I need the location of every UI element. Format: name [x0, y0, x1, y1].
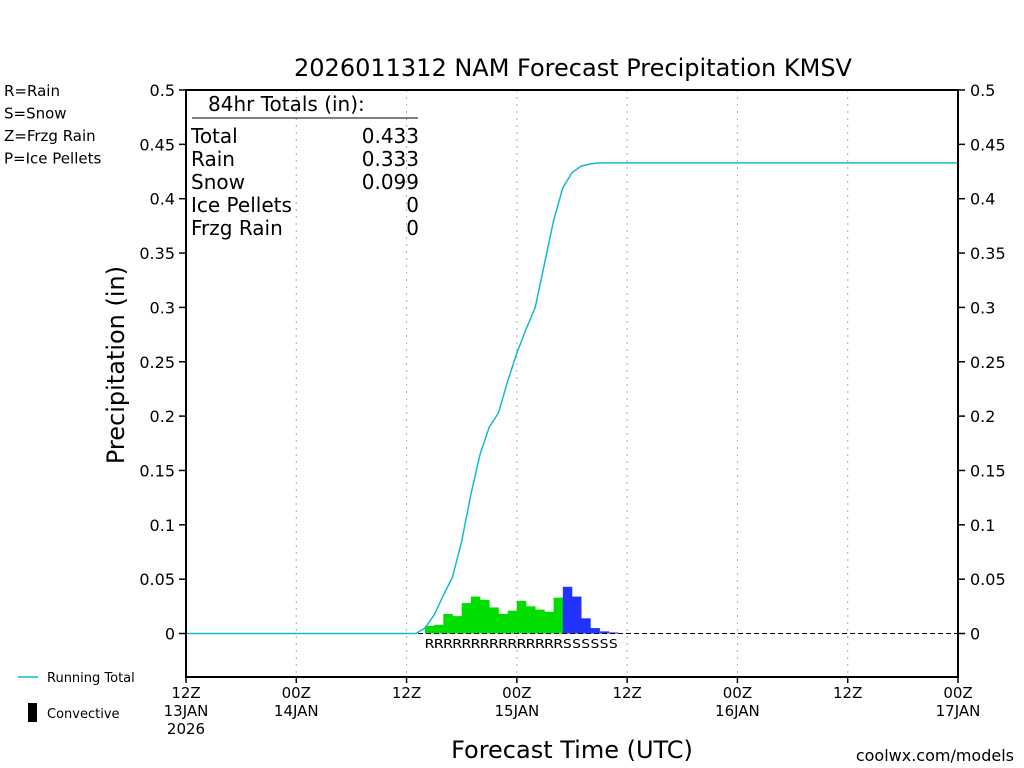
y-axis-ticks: 0 00.05 0.050.1 0.10.15 0.150.2 0.20.25 0.250.… [139, 81, 1005, 644]
totals-box: 84hr Totals (in): Total 0.433 Rain 0.333 Sno… [190, 92, 419, 240]
snow-type-codes: SSSSSS [563, 637, 618, 651]
totals-header: 84hr Totals (in): [208, 92, 365, 116]
precip-bars [424, 586, 619, 634]
totals-value: 0.433 [362, 124, 419, 148]
x-tick-label: 13JAN [164, 702, 209, 720]
x-tick-label: 12Z [171, 684, 200, 702]
totals-value: 0 [406, 193, 419, 217]
y-tick-label-right: 0.05 [970, 570, 1006, 589]
y-tick-label-right: 0.15 [970, 461, 1006, 480]
x-tick-label: 17JAN [936, 702, 981, 720]
totals-label: Frzg Rain [191, 216, 283, 240]
precip-bar-1 [434, 624, 444, 634]
y-tick-label-left: 0.45 [139, 135, 175, 154]
precip-bar-6 [480, 599, 490, 634]
precip-bar-17 [581, 618, 591, 634]
totals-label: Ice Pellets [191, 193, 292, 217]
x-tick-label: 14JAN [274, 702, 319, 720]
precip-bar-20 [608, 632, 619, 634]
y-tick-label-left: 0.5 [150, 81, 175, 100]
type-legend-item: S=Snow [4, 105, 67, 123]
precip-bar-7 [489, 607, 499, 634]
totals-value: 0 [406, 216, 419, 240]
precip-bar-16 [572, 596, 582, 634]
convective-legend-label: Convective [47, 707, 120, 722]
precip-bar-19 [599, 631, 610, 634]
line-legend: Running Total Convective [18, 671, 135, 722]
precip-bar-14 [553, 597, 564, 634]
precip-bar-18 [590, 628, 600, 634]
precip-bar-11 [526, 606, 536, 634]
totals-label: Rain [191, 147, 235, 171]
running-total-legend-label: Running Total [47, 671, 135, 686]
precip-bar-5 [470, 596, 481, 634]
precip-bar-9 [507, 610, 518, 634]
precip-bar-13 [544, 611, 554, 634]
y-tick-label-left: 0.3 [150, 298, 175, 317]
totals-value: 0.099 [362, 170, 419, 194]
x-tick-label: 00Z [723, 684, 752, 702]
precip-bar-8 [498, 613, 508, 634]
x-tick-label: 15JAN [494, 702, 539, 720]
running-total-line [186, 162, 958, 635]
y-tick-label-right: 0.3 [970, 298, 995, 317]
precip-bar-2 [443, 613, 453, 634]
y-tick-label-right: 0 [970, 625, 980, 644]
type-legend-item: P=Ice Pellets [4, 150, 101, 168]
x-axis-label: Forecast Time (UTC) [451, 736, 693, 764]
y-tick-label-right: 0.35 [970, 244, 1006, 263]
y-tick-label-right: 0.45 [970, 135, 1006, 154]
totals-label: Total [190, 124, 238, 148]
y-tick-label-left: 0.2 [150, 407, 175, 426]
y-tick-label-left: 0.35 [139, 244, 175, 263]
y-tick-label-left: 0.25 [139, 353, 175, 372]
y-tick-label-left: 0.05 [139, 570, 175, 589]
y-tick-label-right: 0.5 [970, 81, 995, 100]
y-tick-label-left: 0.1 [150, 516, 175, 535]
y-tick-label-left: 0 [165, 625, 175, 644]
precip-bar-12 [535, 609, 545, 634]
y-tick-label-right: 0.1 [970, 516, 995, 535]
x-tick-label: 00Z [502, 684, 531, 702]
precip-bar-0 [424, 625, 435, 634]
precip-type-legend: R=Rain S=Snow Z=Frzg Rain P=Ice Pellets [4, 82, 101, 168]
precip-bar-10 [516, 600, 527, 634]
x-tick-label: 16JAN [715, 702, 760, 720]
y-tick-label-right: 0.25 [970, 353, 1006, 372]
y-tick-label-left: 0.4 [150, 190, 175, 209]
precip-bar-15 [562, 586, 573, 634]
totals-label: Snow [191, 170, 245, 194]
x-tick-label: 12Z [392, 684, 421, 702]
totals-value: 0.333 [362, 147, 419, 171]
precip-bar-3 [452, 616, 463, 634]
type-legend-item: R=Rain [4, 82, 60, 100]
precip-bar-4 [461, 603, 472, 634]
y-axis-label: Precipitation (in) [102, 266, 130, 464]
x-tick-label: 00Z [282, 684, 311, 702]
chart-title: 2026011312 NAM Forecast Precipitation KM… [294, 54, 853, 82]
x-tick-label: 00Z [943, 684, 972, 702]
y-tick-label-right: 0.4 [970, 190, 995, 209]
y-tick-label-right: 0.2 [970, 407, 995, 426]
rain-type-codes: RRRRRRRRRRRRRRR [425, 637, 564, 651]
type-legend-item: Z=Frzg Rain [4, 127, 96, 145]
plot-frame [185, 89, 959, 678]
convective-legend-swatch [28, 703, 37, 722]
y-tick-label-left: 0.15 [139, 461, 175, 480]
x-tick-label: 12Z [612, 684, 641, 702]
x-tick-label: 12Z [833, 684, 862, 702]
credit-text: coolwx.com/models [856, 746, 1014, 765]
x-tick-label: 2026 [167, 720, 205, 738]
totals-rows: Total 0.433 Rain 0.333 Snow 0.099 Ice Pellets 0… [190, 124, 419, 240]
